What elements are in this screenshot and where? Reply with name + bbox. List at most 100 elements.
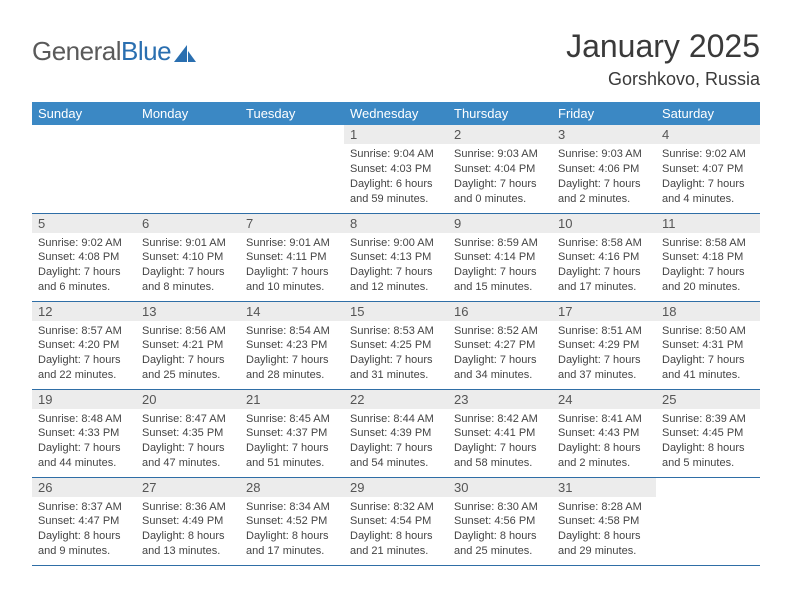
daylight-line: Daylight: 7 hours and 58 minutes. <box>454 441 546 471</box>
sunrise-line: Sunrise: 9:03 AM <box>454 147 546 162</box>
sunset-line: Sunset: 4:54 PM <box>350 514 442 529</box>
daylight-line: Daylight: 7 hours and 54 minutes. <box>350 441 442 471</box>
day-details: Sunrise: 8:48 AMSunset: 4:33 PMDaylight:… <box>32 409 136 475</box>
day-details: Sunrise: 8:54 AMSunset: 4:23 PMDaylight:… <box>240 321 344 387</box>
daylight-line: Daylight: 7 hours and 12 minutes. <box>350 265 442 295</box>
weekday-header: Sunday <box>32 102 136 125</box>
day-number: 21 <box>240 390 344 409</box>
day-details: Sunrise: 9:03 AMSunset: 4:04 PMDaylight:… <box>448 144 552 210</box>
daylight-line: Daylight: 7 hours and 8 minutes. <box>142 265 234 295</box>
calendar-day-cell: 20Sunrise: 8:47 AMSunset: 4:35 PMDayligh… <box>136 389 240 477</box>
weekday-header: Tuesday <box>240 102 344 125</box>
sunrise-line: Sunrise: 8:50 AM <box>662 324 754 339</box>
day-number: 30 <box>448 478 552 497</box>
daylight-line: Daylight: 8 hours and 13 minutes. <box>142 529 234 559</box>
day-details: Sunrise: 8:42 AMSunset: 4:41 PMDaylight:… <box>448 409 552 475</box>
sunset-line: Sunset: 4:18 PM <box>662 250 754 265</box>
calendar-day-cell: 11Sunrise: 8:58 AMSunset: 4:18 PMDayligh… <box>656 213 760 301</box>
sunrise-line: Sunrise: 8:36 AM <box>142 500 234 515</box>
sunrise-line: Sunrise: 8:54 AM <box>246 324 338 339</box>
daylight-line: Daylight: 7 hours and 4 minutes. <box>662 177 754 207</box>
day-number: 17 <box>552 302 656 321</box>
calendar-day-cell: 13Sunrise: 8:56 AMSunset: 4:21 PMDayligh… <box>136 301 240 389</box>
day-number: 29 <box>344 478 448 497</box>
sunrise-line: Sunrise: 9:01 AM <box>246 236 338 251</box>
daylight-line: Daylight: 8 hours and 5 minutes. <box>662 441 754 471</box>
calendar-day-cell: 28Sunrise: 8:34 AMSunset: 4:52 PMDayligh… <box>240 477 344 565</box>
sail-icon <box>174 39 196 70</box>
sunset-line: Sunset: 4:07 PM <box>662 162 754 177</box>
sunrise-line: Sunrise: 8:30 AM <box>454 500 546 515</box>
calendar-day-cell: 10Sunrise: 8:58 AMSunset: 4:16 PMDayligh… <box>552 213 656 301</box>
day-details: Sunrise: 8:37 AMSunset: 4:47 PMDaylight:… <box>32 497 136 563</box>
calendar-empty-cell <box>240 125 344 213</box>
sunset-line: Sunset: 4:29 PM <box>558 338 650 353</box>
day-details: Sunrise: 9:00 AMSunset: 4:13 PMDaylight:… <box>344 233 448 299</box>
location: Gorshkovo, Russia <box>566 69 760 90</box>
day-number: 11 <box>656 214 760 233</box>
sunset-line: Sunset: 4:33 PM <box>38 426 130 441</box>
sunrise-line: Sunrise: 8:37 AM <box>38 500 130 515</box>
sunrise-line: Sunrise: 8:58 AM <box>662 236 754 251</box>
sunrise-line: Sunrise: 8:41 AM <box>558 412 650 427</box>
daylight-line: Daylight: 7 hours and 25 minutes. <box>142 353 234 383</box>
calendar-day-cell: 25 Sunrise: 8:39 AMSunset: 4:45 PMDayligh… <box>656 389 760 477</box>
calendar-week-row: 19Sunrise: 8:48 AMSunset: 4:33 PMDayligh… <box>32 389 760 477</box>
calendar-day-cell: 5Sunrise: 9:02 AMSunset: 4:08 PMDaylight… <box>32 213 136 301</box>
sunset-line: Sunset: 4:45 PM <box>662 426 754 441</box>
sunrise-line: Sunrise: 8:28 AM <box>558 500 650 515</box>
daylight-line: Daylight: 7 hours and 10 minutes. <box>246 265 338 295</box>
calendar-day-cell: 6Sunrise: 9:01 AMSunset: 4:10 PMDaylight… <box>136 213 240 301</box>
day-details: Sunrise: 9:01 AMSunset: 4:10 PMDaylight:… <box>136 233 240 299</box>
calendar-week-row: 1Sunrise: 9:04 AMSunset: 4:03 PMDaylight… <box>32 125 760 213</box>
month-title: January 2025 <box>566 28 760 65</box>
calendar-day-cell: 24Sunrise: 8:41 AMSunset: 4:43 PMDayligh… <box>552 389 656 477</box>
sunset-line: Sunset: 4:14 PM <box>454 250 546 265</box>
sunrise-line: Sunrise: 9:01 AM <box>142 236 234 251</box>
sunset-line: Sunset: 4:21 PM <box>142 338 234 353</box>
day-details: Sunrise: 8:34 AMSunset: 4:52 PMDaylight:… <box>240 497 344 563</box>
day-details: Sunrise: 8:45 AMSunset: 4:37 PMDaylight:… <box>240 409 344 475</box>
sunset-line: Sunset: 4:52 PM <box>246 514 338 529</box>
day-details: Sunrise: 8:30 AMSunset: 4:56 PMDaylight:… <box>448 497 552 563</box>
daylight-line: Daylight: 7 hours and 22 minutes. <box>38 353 130 383</box>
calendar-day-cell: 1Sunrise: 9:04 AMSunset: 4:03 PMDaylight… <box>344 125 448 213</box>
day-number: 25 <box>656 390 760 409</box>
sunset-line: Sunset: 4:43 PM <box>558 426 650 441</box>
calendar-day-cell: 22Sunrise: 8:44 AMSunset: 4:39 PMDayligh… <box>344 389 448 477</box>
sunset-line: Sunset: 4:23 PM <box>246 338 338 353</box>
day-number: 26 <box>32 478 136 497</box>
sunrise-line: Sunrise: 8:45 AM <box>246 412 338 427</box>
day-details: Sunrise: 8:52 AMSunset: 4:27 PMDaylight:… <box>448 321 552 387</box>
sunset-line: Sunset: 4:35 PM <box>142 426 234 441</box>
calendar-day-cell: 21Sunrise: 8:45 AMSunset: 4:37 PMDayligh… <box>240 389 344 477</box>
sunset-line: Sunset: 4:03 PM <box>350 162 442 177</box>
day-number: 7 <box>240 214 344 233</box>
sunset-line: Sunset: 4:31 PM <box>662 338 754 353</box>
sunset-line: Sunset: 4:16 PM <box>558 250 650 265</box>
sunrise-line: Sunrise: 8:39 AM <box>662 412 754 427</box>
day-number: 14 <box>240 302 344 321</box>
day-details: Sunrise: 8:56 AMSunset: 4:21 PMDaylight:… <box>136 321 240 387</box>
day-details: Sunrise: 8:28 AMSunset: 4:58 PMDaylight:… <box>552 497 656 563</box>
day-number: 4 <box>656 125 760 144</box>
day-details: Sunrise: 8:47 AMSunset: 4:35 PMDaylight:… <box>136 409 240 475</box>
logo-part1: General <box>32 36 121 67</box>
sunrise-line: Sunrise: 8:42 AM <box>454 412 546 427</box>
sunset-line: Sunset: 4:27 PM <box>454 338 546 353</box>
calendar-week-row: 5Sunrise: 9:02 AMSunset: 4:08 PMDaylight… <box>32 213 760 301</box>
sunset-line: Sunset: 4:41 PM <box>454 426 546 441</box>
sunrise-line: Sunrise: 8:51 AM <box>558 324 650 339</box>
sunrise-line: Sunrise: 9:02 AM <box>38 236 130 251</box>
day-details: Sunrise: 9:04 AMSunset: 4:03 PMDaylight:… <box>344 144 448 210</box>
title-block: January 2025 Gorshkovo, Russia <box>566 28 760 90</box>
day-details: Sunrise: 8:50 AMSunset: 4:31 PMDaylight:… <box>656 321 760 387</box>
day-number: 9 <box>448 214 552 233</box>
weekday-header: Monday <box>136 102 240 125</box>
calendar-day-cell: 14Sunrise: 8:54 AMSunset: 4:23 PMDayligh… <box>240 301 344 389</box>
sunrise-line: Sunrise: 8:32 AM <box>350 500 442 515</box>
calendar-day-cell: 26Sunrise: 8:37 AMSunset: 4:47 PMDayligh… <box>32 477 136 565</box>
day-details: Sunrise: 8:36 AMSunset: 4:49 PMDaylight:… <box>136 497 240 563</box>
sunset-line: Sunset: 4:49 PM <box>142 514 234 529</box>
day-details: Sunrise: 8:32 AMSunset: 4:54 PMDaylight:… <box>344 497 448 563</box>
